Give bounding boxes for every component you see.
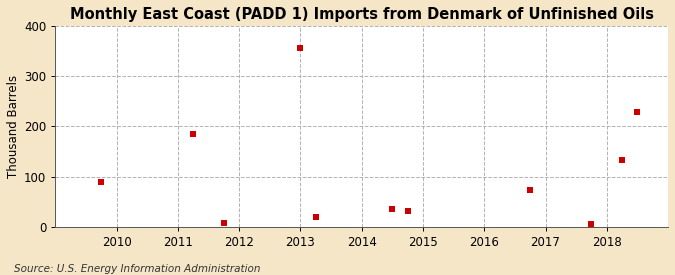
Point (586, 222, 597, 226)
Point (524, 188, 535, 192)
Point (617, 158, 628, 162)
Point (96, 179, 107, 184)
Point (310, 214, 321, 219)
Point (387, 207, 398, 211)
Point (219, 221, 230, 225)
Text: Source: U.S. Energy Information Administration: Source: U.S. Energy Information Administ… (14, 264, 260, 274)
Title: Monthly East Coast (PADD 1) Imports from Denmark of Unfinished Oils: Monthly East Coast (PADD 1) Imports from… (70, 7, 653, 22)
Point (295, 46, 306, 51)
Point (632, 110, 643, 114)
Point (188, 132, 198, 137)
Point (402, 208, 413, 213)
Y-axis label: Thousand Barrels: Thousand Barrels (7, 75, 20, 178)
